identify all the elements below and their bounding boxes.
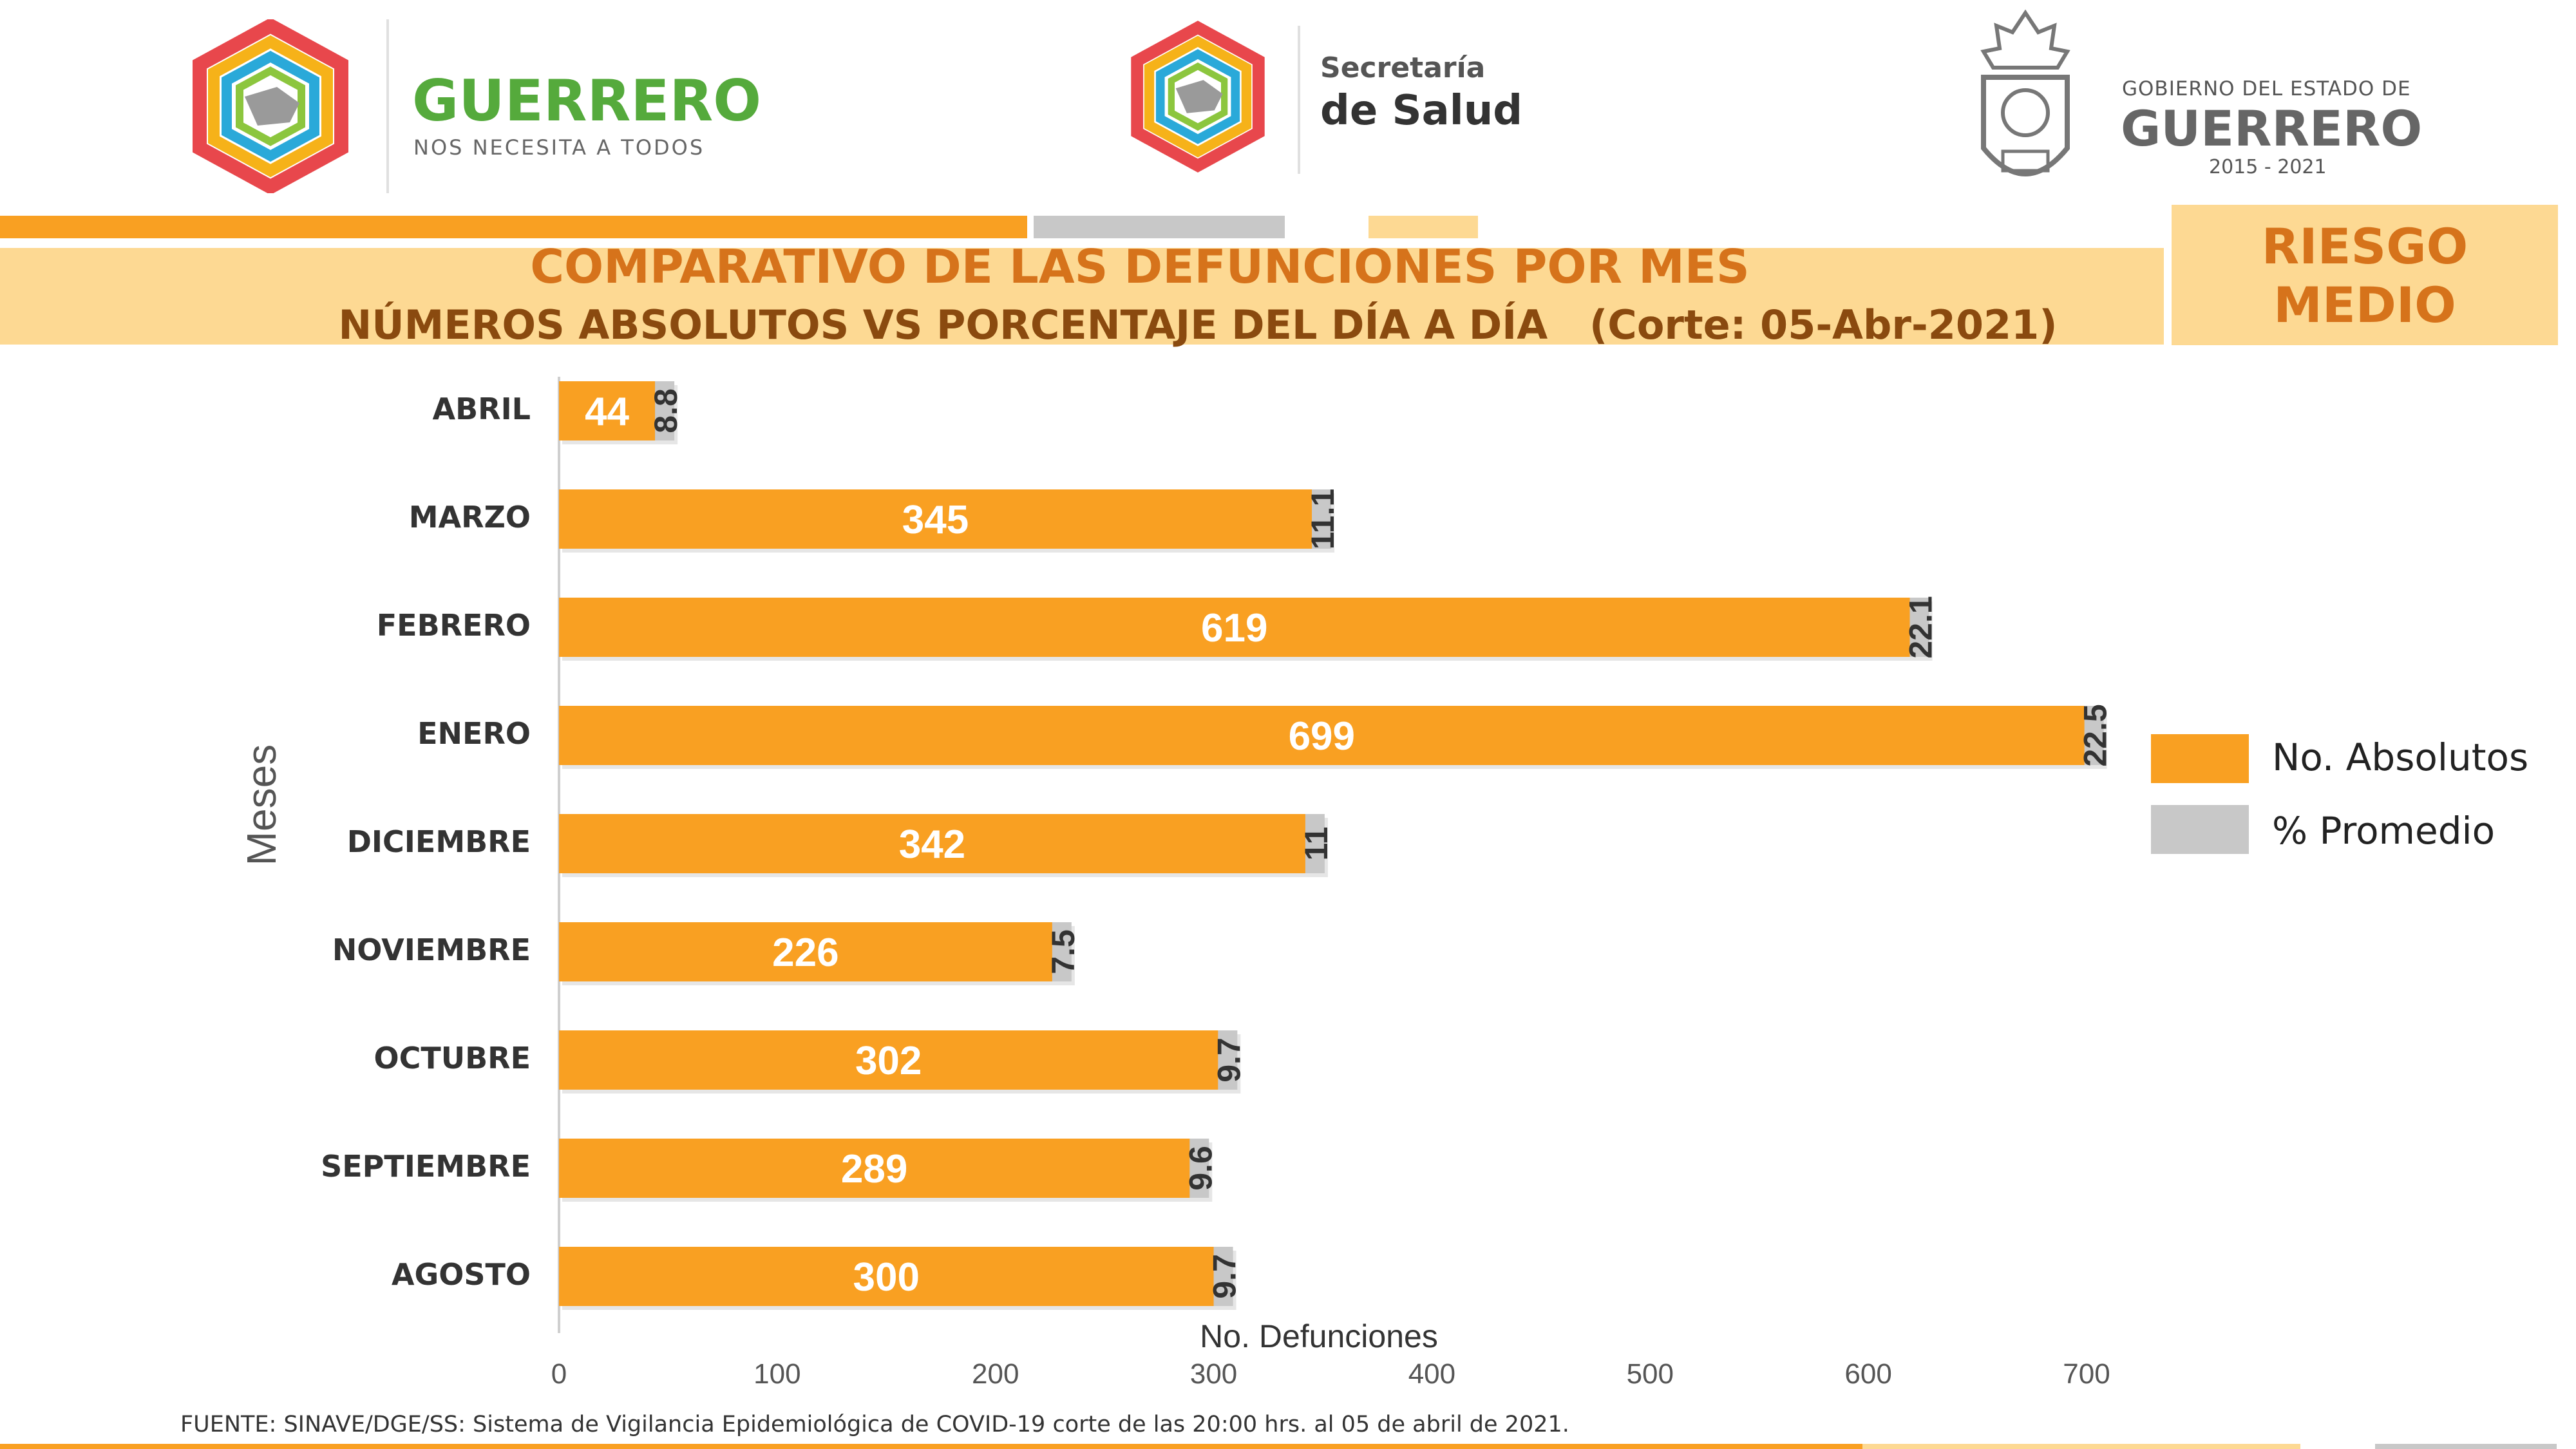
bar-absolutos bbox=[559, 922, 1052, 981]
risk-badge-line2: MEDIO bbox=[2273, 276, 2456, 334]
legend-swatch-promedio bbox=[2151, 805, 2249, 854]
legend-label-absolutos: No. Absolutos bbox=[2272, 735, 2529, 779]
bar-absolutos bbox=[559, 1030, 1218, 1090]
risk-badge: RIESGO MEDIO bbox=[2172, 205, 2558, 345]
category-label: NOVIEMBRE bbox=[332, 933, 531, 967]
bar-promedio bbox=[1049, 922, 1072, 981]
bar-promedio bbox=[652, 381, 675, 440]
category-label: ABRIL bbox=[432, 392, 531, 426]
top-stripe-orange bbox=[0, 216, 1027, 238]
bar-percent-label: 9.6 bbox=[1182, 1146, 1218, 1191]
bar-percent-label: 7.5 bbox=[1045, 929, 1081, 974]
bar-value-label: 345 bbox=[902, 498, 969, 542]
bar-percent-label: 22.1 bbox=[1903, 596, 1939, 658]
category-label: DICIEMBRE bbox=[346, 824, 531, 859]
bar-promedio bbox=[1215, 1030, 1238, 1090]
x-tick-label: 400 bbox=[1408, 1358, 1455, 1390]
chart-title: COMPARATIVO DE LAS DEFUNCIONES POR MES bbox=[530, 240, 1750, 294]
top-stripe-light bbox=[1368, 216, 1478, 238]
bar-promedio bbox=[1309, 489, 1332, 549]
bar-promedio bbox=[1907, 598, 1929, 657]
bar-absolutos bbox=[559, 1247, 1214, 1306]
secretaria-salud-logo: Secretaría de Salud bbox=[1121, 19, 1571, 187]
bar-absolutos bbox=[559, 489, 1312, 549]
bar-promedio bbox=[1187, 1139, 1209, 1198]
bottom-stripe-light bbox=[1862, 1444, 2300, 1449]
bar-percent-label: 9.7 bbox=[1211, 1037, 1247, 1083]
bar-absolutos bbox=[559, 814, 1305, 873]
bar-value-label: 289 bbox=[841, 1147, 907, 1191]
bar-value-label: 342 bbox=[899, 822, 965, 867]
category-label: SEPTIEMBRE bbox=[321, 1149, 531, 1184]
salud-line1: Secretaría bbox=[1320, 52, 1486, 84]
bar-promedio bbox=[2081, 706, 2104, 765]
guerrero-logo: GUERRERO NOS NECESITA A TODOS bbox=[180, 19, 824, 206]
bar-percent-label: 9.7 bbox=[1207, 1254, 1243, 1299]
bar-value-label: 300 bbox=[853, 1255, 920, 1300]
x-tick-label: 200 bbox=[972, 1358, 1019, 1390]
gobierno-logo: GOBIERNO DEL ESTADO DE GUERRERO 2015 - 2… bbox=[1964, 6, 2479, 206]
top-stripe-gray bbox=[1034, 216, 1285, 238]
category-label: MARZO bbox=[408, 500, 531, 535]
bar-promedio bbox=[1302, 814, 1325, 873]
x-tick-label: 500 bbox=[1627, 1358, 1674, 1390]
guerrero-logo-title: GUERRERO bbox=[412, 68, 762, 134]
x-tick-label: 600 bbox=[1844, 1358, 1891, 1390]
bar-absolutos bbox=[559, 1139, 1190, 1198]
category-label: FEBRERO bbox=[376, 608, 531, 643]
guerrero-emblem-icon bbox=[193, 19, 348, 193]
bar-percent-label: 22.5 bbox=[2078, 704, 2114, 766]
chart-subtitle: NÚMEROS ABSOLUTOS VS PORCENTAJE DEL DÍA … bbox=[338, 301, 2058, 348]
category-label: AGOSTO bbox=[391, 1257, 531, 1292]
bar-percent-label: 11.1 bbox=[1305, 489, 1341, 550]
x-tick-label: 0 bbox=[551, 1358, 567, 1390]
gobierno-line3: 2015 - 2021 bbox=[2209, 156, 2327, 178]
bar-value-label: 302 bbox=[855, 1039, 922, 1083]
source-footer: FUENTE: SINAVE/DGE/SS: Sistema de Vigila… bbox=[180, 1412, 1569, 1437]
bar-absolutos bbox=[559, 381, 656, 440]
bar-value-label: 619 bbox=[1201, 606, 1267, 650]
bottom-stripe-gray bbox=[2375, 1444, 2557, 1449]
x-tick-label: 100 bbox=[753, 1358, 800, 1390]
guerrero-logo-subtitle: NOS NECESITA A TODOS bbox=[413, 135, 705, 160]
bottom-stripe-orange bbox=[0, 1444, 1862, 1449]
category-label: ENERO bbox=[417, 716, 531, 751]
legend: No. Absolutos % Promedio bbox=[2151, 728, 2563, 869]
category-label: OCTUBRE bbox=[374, 1041, 531, 1075]
bar-value-label: 44 bbox=[585, 390, 629, 434]
risk-badge-line1: RIESGO bbox=[2261, 218, 2468, 275]
legend-label-promedio: % Promedio bbox=[2272, 809, 2496, 853]
bar-value-label: 699 bbox=[1289, 714, 1355, 759]
gobierno-line2: GUERRERO bbox=[2121, 100, 2423, 157]
bar-absolutos bbox=[559, 598, 1910, 657]
salud-line2: de Salud bbox=[1320, 87, 1523, 135]
x-axis-label: No. Defunciones bbox=[1200, 1318, 1438, 1354]
bar-value-label: 226 bbox=[772, 931, 838, 975]
coat-of-arms-icon bbox=[1980, 9, 2070, 176]
y-axis-label: Meses bbox=[238, 744, 285, 866]
bar-percent-label: 8.8 bbox=[648, 388, 684, 433]
x-tick-label: 300 bbox=[1190, 1358, 1237, 1390]
x-tick-label: 700 bbox=[2063, 1358, 2110, 1390]
title-band bbox=[0, 248, 2164, 345]
bar-absolutos bbox=[559, 706, 2085, 765]
bar-promedio bbox=[1211, 1247, 1233, 1306]
legend-swatch-absolutos bbox=[2151, 734, 2249, 783]
salud-emblem-icon bbox=[1131, 21, 1265, 173]
gobierno-line1: GOBIERNO DEL ESTADO DE bbox=[2122, 77, 2411, 100]
bar-percent-label: 11 bbox=[1298, 827, 1334, 861]
